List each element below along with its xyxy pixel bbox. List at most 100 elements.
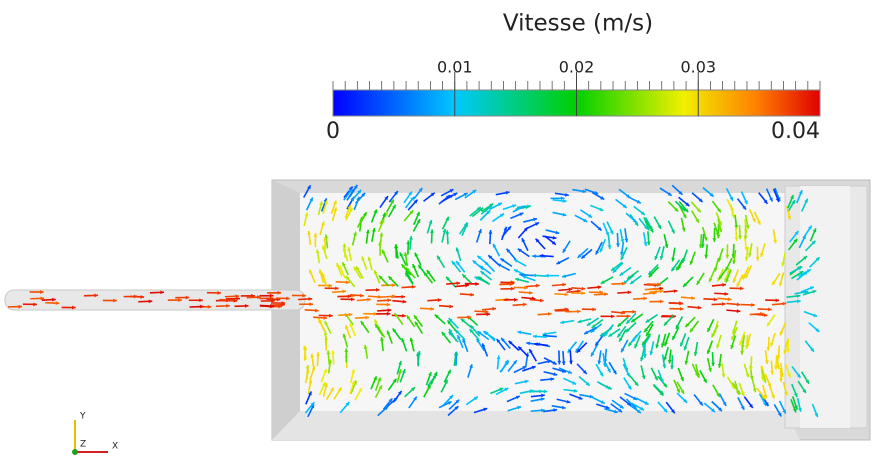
glyph-head — [430, 306, 434, 311]
glyph-head — [684, 360, 689, 365]
glyph-head — [525, 205, 530, 210]
glyph-head — [486, 312, 491, 317]
glyph-head — [634, 381, 639, 386]
glyph-head — [528, 290, 533, 295]
glyph-head — [477, 255, 482, 260]
glyph-head — [611, 314, 615, 319]
glyph-head — [536, 283, 540, 288]
velocity-glyphs — [8, 184, 821, 418]
glyph-head — [792, 408, 797, 413]
glyph-head — [347, 294, 352, 299]
glyph-head — [798, 266, 803, 270]
glyph-head — [745, 373, 750, 378]
glyph-head — [591, 324, 596, 328]
glyph-head — [671, 267, 676, 272]
glyph-head — [380, 218, 385, 223]
glyph-head — [599, 372, 604, 377]
glyph-head — [451, 260, 456, 265]
glyph-head — [52, 297, 56, 302]
glyph-head — [675, 324, 680, 329]
glyph-head — [469, 329, 474, 334]
glyph-head — [449, 395, 453, 400]
glyph-head — [607, 368, 611, 373]
glyph-head — [462, 338, 466, 343]
glyph-head — [333, 207, 338, 212]
glyph-head — [774, 365, 779, 370]
glyph-head — [510, 286, 515, 291]
glyph-head — [269, 296, 274, 301]
glyph-head — [721, 373, 726, 378]
glyph-head — [671, 409, 675, 414]
glyph-head — [770, 370, 775, 375]
glyph-head — [745, 224, 750, 229]
glyph-head — [775, 298, 780, 303]
glyph-head — [796, 294, 801, 298]
glyph-head — [470, 292, 474, 297]
glyph-head — [696, 208, 701, 213]
glyph-head — [648, 270, 653, 275]
glyph-head — [743, 235, 748, 240]
glyph-head — [646, 332, 650, 337]
glyph-head — [397, 390, 402, 395]
glyph-head — [513, 259, 518, 263]
glyph-head — [762, 379, 767, 384]
glyph-head — [764, 360, 769, 364]
glyph-head — [597, 285, 602, 290]
glyph-head — [345, 276, 350, 281]
glyph-head — [618, 408, 622, 413]
glyph-head — [545, 273, 549, 278]
glyph-head — [344, 348, 349, 352]
glyph-head — [717, 277, 721, 282]
glyph-head — [791, 200, 796, 205]
glyph-head — [348, 312, 353, 317]
glyph-head — [655, 344, 660, 349]
glyph-head — [309, 197, 313, 202]
glyph-head — [718, 275, 723, 280]
glyph-head — [430, 192, 435, 197]
glyph-head — [339, 265, 343, 270]
glyph-head — [711, 333, 715, 338]
glyph-head — [348, 207, 353, 212]
glyph-head — [772, 280, 776, 285]
glyph-head — [812, 289, 817, 294]
glyph-head — [361, 192, 366, 197]
glyph-head — [732, 260, 737, 265]
glyph-head — [562, 274, 567, 278]
glyph-head — [319, 201, 323, 206]
glyph-head — [415, 352, 420, 357]
glyph-head — [514, 297, 518, 302]
glyph-head — [535, 238, 540, 243]
glyph-head — [449, 194, 454, 199]
glyph-head — [617, 333, 622, 338]
glyph-head — [374, 319, 378, 324]
glyph-head — [632, 309, 636, 314]
glyph-head — [776, 355, 781, 360]
glyph-head — [406, 315, 411, 320]
glyph-head — [394, 191, 398, 195]
glyph-head — [535, 222, 540, 226]
glyph-head — [662, 364, 667, 369]
glyph-head — [781, 262, 785, 267]
glyph-head — [655, 287, 659, 292]
glyph-head — [793, 393, 798, 398]
glyph-head — [377, 377, 382, 382]
glyph-head — [564, 307, 569, 312]
glyph-head — [577, 254, 582, 258]
glyph-head — [445, 195, 450, 199]
glyph-head — [160, 290, 164, 295]
glyph-head — [270, 304, 274, 308]
glyph-head — [560, 320, 565, 325]
glyph-head — [732, 278, 737, 283]
glyph-head — [680, 377, 684, 382]
glyph-head — [547, 312, 552, 316]
glyph-head — [725, 266, 730, 271]
glyph-head — [394, 244, 398, 248]
glyph-head — [428, 371, 432, 376]
glyph-head — [709, 192, 714, 197]
glyph-head — [600, 400, 605, 404]
glyph-head — [524, 285, 528, 290]
glyph-head — [382, 212, 386, 217]
axis-label-z: Z — [80, 440, 86, 450]
glyph-head — [515, 277, 520, 282]
glyph-head — [760, 252, 764, 257]
